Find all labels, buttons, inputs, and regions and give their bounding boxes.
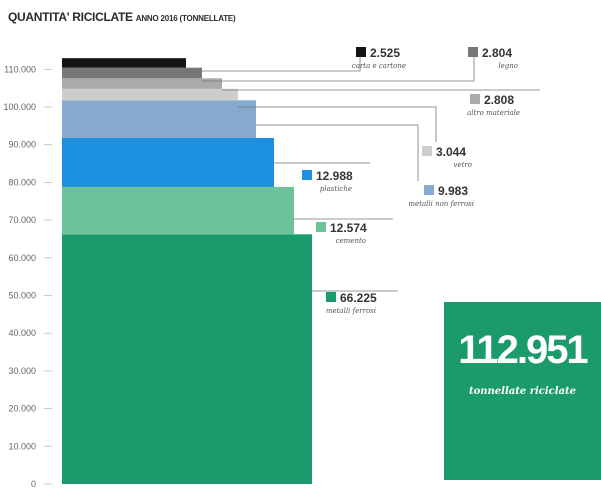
bar-legno <box>62 67 202 79</box>
legend-swatch <box>424 185 434 195</box>
bar-carta-e-cartone <box>62 58 186 68</box>
data-label-value: 12.988 <box>316 169 353 183</box>
bar-metalli-non-ferrosi <box>62 100 256 138</box>
legend-swatch <box>422 146 432 156</box>
y-tick-label: 10.000 <box>8 441 36 451</box>
data-label-name: carta e cartone <box>352 62 406 70</box>
data-label-value: 66.225 <box>340 291 377 305</box>
data-label-name: vetro <box>454 161 472 169</box>
bar-metalli-ferrosi <box>62 234 312 484</box>
connector-line <box>202 49 475 82</box>
y-tick-label: 60.000 <box>8 253 36 263</box>
data-label-name: plastiche <box>320 185 352 193</box>
chart-subtitle: ANNO 2016 (TONNELLATE) <box>135 14 236 23</box>
data-label-value: 12.574 <box>330 221 367 235</box>
total-value: 112.951 <box>458 328 588 372</box>
data-label-name: cemento <box>336 237 366 245</box>
bar-vetro <box>62 88 238 101</box>
data-label-value: 9.983 <box>438 184 468 198</box>
bar-cemento <box>62 186 294 235</box>
total-label: tonnellate riciclate <box>468 386 577 397</box>
data-label-name: legno <box>498 62 518 70</box>
legend-swatch <box>302 170 312 180</box>
y-tick-label: 20.000 <box>8 404 36 414</box>
data-label-name: altro materiale <box>467 109 520 117</box>
data-label-name: metalli non ferrosi <box>408 200 474 208</box>
legend-swatch <box>470 94 480 104</box>
chart-title: QUANTITA' RICICLATE ANNO 2016 (TONNELLAT… <box>8 10 236 24</box>
data-label-value: 3.044 <box>436 145 466 159</box>
y-tick-label: 80.000 <box>8 177 36 187</box>
y-tick-label: 100.000 <box>3 102 36 112</box>
connector-line <box>238 106 437 142</box>
y-tick-label: 70.000 <box>8 215 36 225</box>
data-label-value: 2.804 <box>482 46 512 60</box>
connector-line <box>256 124 419 181</box>
y-tick-label: 0 <box>31 479 36 488</box>
legend-swatch <box>468 47 478 57</box>
data-label-value: 2.808 <box>484 93 514 107</box>
data-label-name: metalli ferrosi <box>326 307 376 315</box>
chart-title-main: QUANTITA' RICICLATE <box>8 10 133 24</box>
total-box: 112.951 tonnellate riciclate <box>444 302 601 480</box>
y-tick-label: 50.000 <box>8 291 36 301</box>
legend-swatch <box>356 47 366 57</box>
legend-swatch <box>326 292 336 302</box>
y-tick-label: 30.000 <box>8 366 36 376</box>
y-tick-label: 40.000 <box>8 328 36 338</box>
legend-swatch <box>316 222 326 232</box>
y-tick-label: 90.000 <box>8 140 36 150</box>
connector-line <box>186 49 361 72</box>
bar-altro-materiale <box>62 78 222 89</box>
bar-plastiche <box>62 137 274 187</box>
y-tick-label: 110.000 <box>4 64 36 74</box>
data-label-value: 2.525 <box>370 46 400 60</box>
